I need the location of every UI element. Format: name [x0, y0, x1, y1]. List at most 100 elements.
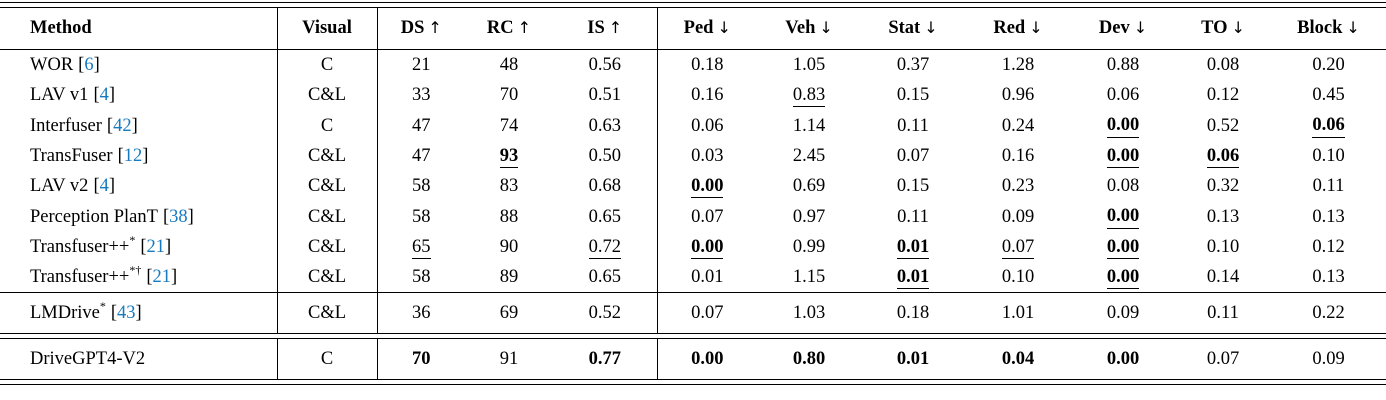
method-superscript: *: [99, 299, 106, 314]
metric-value-red: 1.28: [1001, 55, 1035, 75]
metric-cell-block: 0.20: [1271, 50, 1386, 80]
column-header-visual: Visual: [277, 7, 378, 50]
metric-value-dev: 0.00: [1106, 267, 1140, 290]
metric-cell-dev: 0.00: [1071, 262, 1175, 293]
metric-value-block: 0.13: [1312, 206, 1345, 227]
metric-value-to: 0.07: [1206, 349, 1240, 370]
metric-cell-stat: 0.18: [861, 293, 965, 334]
metric-cell-is: 0.77: [553, 338, 658, 380]
metric-value-is: 0.50: [588, 145, 621, 166]
metric-value-is: 0.72: [588, 237, 621, 260]
visual-modality-value: C&L: [307, 236, 347, 257]
metric-value-ped: 0.00: [691, 237, 724, 260]
table-row: Perception PlanT [38] C&L 58 88 0.65 0.07 0.97 0…: [0, 201, 1386, 232]
table-row: LAV v1 [4] C&L 33 70 0.51 0.16 0.83 0.15 0.96 0.06…: [0, 80, 1386, 111]
metric-cell-ped: 0.01: [657, 262, 757, 293]
metric-cell-stat: 0.01: [861, 262, 965, 293]
citation-link[interactable]: [12]: [118, 146, 149, 166]
citation-link[interactable]: [4]: [93, 176, 115, 196]
metric-cell-ds: 36: [377, 293, 465, 334]
metric-value-is: 0.52: [588, 303, 621, 324]
column-header-rc: RC ↑: [465, 8, 553, 50]
citation-link[interactable]: [4]: [93, 85, 115, 105]
metric-cell-is: 0.65: [553, 262, 658, 293]
method-superscript: *: [129, 232, 136, 247]
metric-value-red: 1.01: [1001, 303, 1035, 324]
metric-value-is: 0.68: [588, 176, 621, 197]
visual-modality-value: C&L: [307, 145, 347, 166]
visual-modality-cell: C&L: [277, 171, 378, 202]
metric-value-to: 0.14: [1206, 267, 1240, 288]
metric-cell-ped: 0.00: [657, 232, 757, 262]
metric-value-ped: 0.18: [691, 55, 724, 75]
metric-cell-ds: 58: [377, 262, 465, 293]
column-label-dev: Dev: [1098, 18, 1130, 38]
metric-value-red: 0.09: [1001, 206, 1035, 227]
metric-value-dev: 0.00: [1106, 115, 1140, 138]
header-separator-rule-line: [0, 49, 1386, 50]
up-arrow-icon: ↑: [608, 18, 623, 37]
down-arrow-icon: ↓: [1231, 18, 1245, 37]
visual-modality-cell: C&L: [277, 80, 378, 111]
down-arrow-icon: ↓: [1029, 18, 1043, 37]
metric-cell-to: 0.13: [1175, 201, 1271, 231]
citation-link[interactable]: [6]: [78, 55, 100, 75]
column-label-block: Block: [1297, 18, 1343, 38]
column-header-ds: DS ↑: [377, 8, 465, 50]
citation-link[interactable]: [43]: [111, 303, 142, 323]
metric-cell-ped: 0.00: [657, 339, 757, 380]
citation-link[interactable]: [21]: [140, 237, 171, 257]
metric-cell-rc: 90: [465, 232, 553, 262]
metric-value-rc: 91: [499, 349, 519, 370]
metric-cell-block: 0.13: [1271, 201, 1386, 231]
metric-value-stat: 0.11: [897, 115, 929, 136]
metric-value-dev: 0.09: [1106, 303, 1140, 324]
metric-cell-to: 0.12: [1175, 80, 1271, 110]
metric-cell-block: 0.13: [1271, 262, 1386, 293]
table-row: DriveGPT4-V2 C 70 91 0.77 0.00 0.80 0.01 0.04 0.0…: [0, 338, 1386, 380]
citation-open-bracket: [: [162, 206, 170, 227]
metric-value-rc: 89: [499, 267, 519, 288]
metric-cell-is: 0.72: [553, 231, 658, 263]
metric-cell-block: 0.09: [1271, 339, 1386, 380]
metric-value-veh: 0.83: [792, 85, 826, 108]
column-header-method: Method: [0, 7, 278, 50]
method-cell: TransFuser [12]: [0, 140, 278, 172]
metric-cell-ds: 58: [377, 171, 465, 201]
metric-cell-rc: 88: [465, 201, 553, 231]
column-label-red: Red: [993, 18, 1026, 38]
table-row: Transfuser++* [21] C&L 65 90 0.72 0.00 0.99 0.01…: [0, 231, 1386, 263]
metric-cell-ped: 0.07: [657, 201, 757, 231]
citation-link[interactable]: [42]: [107, 116, 138, 136]
column-label-ped: Ped: [683, 18, 714, 38]
column-header-is: IS ↑: [553, 7, 658, 50]
visual-modality-value: C: [320, 115, 334, 136]
metric-cell-rc: 70: [465, 80, 553, 110]
metric-cell-dev: 0.00: [1071, 141, 1175, 171]
table-row: TransFuser [12] C&L 47 93 0.50 0.03 2.45 0.07 0.1…: [0, 140, 1386, 172]
metric-value-veh: 2.45: [792, 145, 826, 166]
metric-cell-block: 0.12: [1271, 232, 1386, 262]
citation-open-bracket: [: [93, 85, 100, 106]
group-separator-rule: [0, 292, 1386, 294]
metric-cell-ds: 33: [377, 80, 465, 110]
header-separator-rule: [0, 49, 1386, 50]
citation-close-bracket: ]: [171, 267, 178, 288]
method-cell: Perception PlanT [38]: [0, 201, 278, 232]
metric-value-ds: 65: [412, 237, 431, 260]
visual-modality-cell: C&L: [277, 262, 378, 293]
metric-value-rc: 83: [499, 176, 519, 197]
visual-modality-value: C: [320, 349, 334, 370]
metric-cell-rc: 48: [465, 50, 553, 80]
metric-value-dev: 0.00: [1106, 237, 1140, 260]
citation-link[interactable]: [21]: [146, 267, 177, 287]
metric-cell-ds: 70: [377, 339, 465, 380]
citation-close-bracket: ]: [108, 85, 116, 106]
metric-value-to: 0.32: [1206, 176, 1240, 197]
metric-cell-block: 0.10: [1271, 141, 1386, 171]
metric-value-ped: 0.01: [691, 267, 724, 288]
metric-cell-to: 0.08: [1175, 50, 1271, 80]
citation-close-bracket: ]: [135, 303, 142, 324]
method-name: WOR: [30, 55, 74, 75]
citation-link[interactable]: [38]: [163, 207, 194, 227]
